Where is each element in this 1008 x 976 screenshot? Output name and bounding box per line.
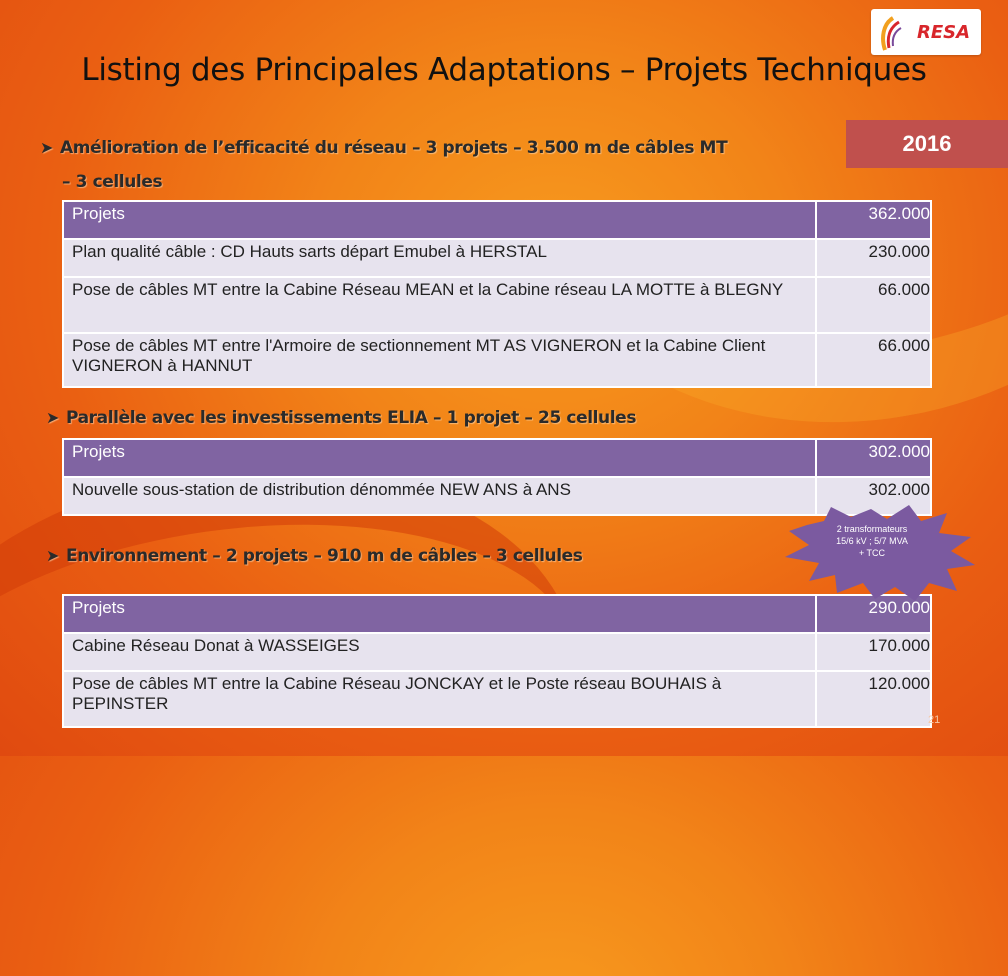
row-label: Nouvelle sous-station de distribution dé… (62, 476, 817, 516)
callout-line: 2 transformateurs (836, 524, 908, 534)
header-label: Projets (62, 594, 817, 634)
resa-logo-icon (881, 16, 902, 51)
callout-line: 15/6 kV ; 5/7 MVA (836, 536, 908, 546)
projects-table-2: Projets 302.000 Nouvelle sous-station de… (62, 438, 932, 516)
table-header-row: Projets 302.000 (62, 438, 932, 478)
arrow-bullet-icon: ➤ (40, 138, 54, 157)
section-heading-text: Environnement – 2 projets – 910 m de câb… (66, 546, 583, 566)
page-title: Listing des Principales Adaptations – Pr… (81, 52, 927, 88)
row-amount: 170.000 (815, 632, 932, 672)
section-heading-1-cont: – 3 cellules (62, 172, 163, 192)
header-label: Projets (62, 200, 817, 240)
table-row: Cabine Réseau Donat à WASSEIGES 170.000 (62, 632, 932, 672)
table-row: Nouvelle sous-station de distribution dé… (62, 476, 932, 516)
row-label: Pose de câbles MT entre l'Armoire de sec… (62, 332, 817, 388)
row-label: Pose de câbles MT entre la Cabine Réseau… (62, 670, 817, 728)
section-heading-1: ➤ Amélioration de l’efficacité du réseau … (40, 138, 728, 158)
table-header-row: Projets 290.000 (62, 594, 932, 634)
resa-logo: RESA (871, 9, 981, 55)
row-label: Cabine Réseau Donat à WASSEIGES (62, 632, 817, 672)
table-row: Pose de câbles MT entre l'Armoire de sec… (62, 332, 932, 388)
row-amount: 230.000 (815, 238, 932, 278)
header-amount: 302.000 (815, 438, 932, 478)
table-row: Pose de câbles MT entre la Cabine Réseau… (62, 670, 932, 728)
callout-starburst (785, 505, 975, 601)
row-label: Plan qualité câble : CD Hauts sarts dépa… (62, 238, 817, 278)
section-heading-2: ➤ Parallèle avec les investissements ELIA… (46, 408, 636, 428)
header-amount: 362.000 (815, 200, 932, 240)
row-amount: 120.000 (815, 670, 932, 728)
row-amount: 66.000 (815, 276, 932, 334)
section-heading-text: Amélioration de l’efficacité du réseau –… (60, 138, 728, 158)
row-amount: 66.000 (815, 332, 932, 388)
year-badge: 2016 (846, 120, 1008, 168)
callout-line: + TCC (858, 548, 886, 558)
row-label: Pose de câbles MT entre la Cabine Réseau… (62, 276, 817, 334)
arrow-bullet-icon: ➤ (46, 546, 60, 565)
page-number: 21 (928, 714, 941, 726)
projects-table-1: Projets 362.000 Plan qualité câble : CD … (62, 200, 932, 388)
header-amount: 290.000 (815, 594, 932, 634)
arrow-bullet-icon: ➤ (46, 408, 60, 427)
projects-table-3: Projets 290.000 Cabine Réseau Donat à WA… (62, 594, 932, 728)
section-heading-text: Parallèle avec les investissements ELIA … (66, 408, 637, 428)
header-label: Projets (62, 438, 817, 478)
section-heading-3: ➤ Environnement – 2 projets – 910 m de câ… (46, 546, 583, 566)
table-row: Plan qualité câble : CD Hauts sarts dépa… (62, 238, 932, 278)
logo-wordmark: RESA (917, 22, 971, 43)
callout-text: 2 transformateurs 15/6 kV ; 5/7 MVA + TC… (812, 523, 932, 559)
table-row: Pose de câbles MT entre la Cabine Réseau… (62, 276, 932, 334)
table-header-row: Projets 362.000 (62, 200, 932, 240)
